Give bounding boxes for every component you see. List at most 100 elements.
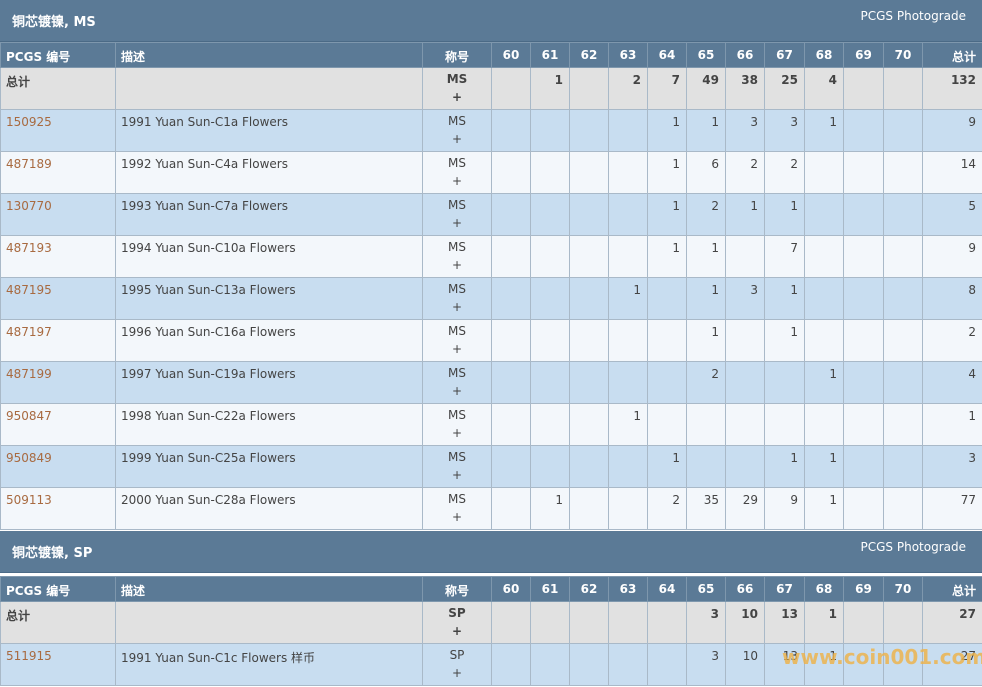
pcgs-number-link[interactable]: 487195 — [6, 283, 52, 297]
plus-grade-text: + — [451, 300, 463, 314]
pcgs-number-link[interactable]: 950849 — [6, 451, 52, 465]
designation-text: MS — [448, 156, 466, 170]
pcgs-number-link[interactable]: 150925 — [6, 115, 52, 129]
designation-text: MS — [446, 72, 468, 86]
grade-count-cell: 6 — [686, 151, 726, 194]
col-header-grade[interactable]: 68 — [804, 42, 844, 68]
row-total-cell: 2 — [922, 319, 982, 362]
col-header-pcgs-no[interactable]: PCGS 编号 — [0, 42, 116, 68]
grade-count-cell — [491, 277, 531, 320]
col-header-grade[interactable]: 65 — [686, 42, 726, 68]
pcgs-number-link[interactable]: 487189 — [6, 157, 52, 171]
grade-count-cell: 1 — [804, 109, 844, 152]
photograde-link[interactable]: PCGS Photograde — [860, 9, 966, 23]
col-header-grade[interactable]: 69 — [843, 42, 884, 68]
col-header-designation[interactable]: 称号 — [422, 576, 492, 602]
col-header-grade[interactable]: 68 — [804, 576, 844, 602]
grade-count-cell — [530, 643, 570, 686]
description-cell — [115, 67, 423, 110]
col-header-grade[interactable]: 60 — [491, 42, 531, 68]
section-header-ms: 铜芯镀镍, MS PCGS Photograde — [0, 0, 982, 42]
col-header-grade[interactable]: 64 — [647, 42, 687, 68]
description-cell: 1996 Yuan Sun-C16a Flowers — [115, 319, 423, 362]
table-row: 487189 1992 Yuan Sun-C4a Flowers MS +1 6 2 2 14 — [0, 151, 982, 194]
col-header-grade[interactable]: 63 — [608, 576, 648, 602]
grade-count-cell: 1 — [804, 361, 844, 404]
col-header-grade[interactable]: 60 — [491, 576, 531, 602]
col-header-total[interactable]: 总计 — [922, 576, 982, 602]
pcgs-number-link[interactable]: 487197 — [6, 325, 52, 339]
grade-count-cell — [491, 67, 531, 110]
grade-count-cell — [569, 487, 609, 530]
grade-count-cell — [647, 277, 687, 320]
plus-grade-text: + — [451, 258, 463, 272]
grade-count-cell — [843, 487, 884, 530]
plus-grade-text: + — [451, 342, 463, 356]
col-header-description[interactable]: 描述 — [115, 42, 423, 68]
grade-count-cell: 1 — [764, 277, 805, 320]
grade-count-cell: 1 — [647, 193, 687, 236]
grade-count-cell: 10 — [725, 601, 765, 644]
grade-count-cell — [843, 361, 884, 404]
col-header-grade[interactable]: 62 — [569, 576, 609, 602]
col-header-grade[interactable]: 67 — [764, 576, 805, 602]
pcgs-number-link[interactable]: 509113 — [6, 493, 52, 507]
designation-cell: MS + — [422, 487, 492, 530]
table-row: 487197 1996 Yuan Sun-C16a Flowers MS +1 1 2 — [0, 319, 982, 362]
grade-count-cell — [608, 151, 648, 194]
pcgs-number-link[interactable]: 130770 — [6, 199, 52, 213]
col-header-grade[interactable]: 70 — [883, 576, 923, 602]
table-row: 487193 1994 Yuan Sun-C10a Flowers MS +1 1 7 9 — [0, 235, 982, 278]
grade-count-cell — [764, 403, 805, 446]
grade-count-cell — [569, 277, 609, 320]
pcgs-number-link[interactable]: 511915 — [6, 649, 52, 663]
table-row: 487199 1997 Yuan Sun-C19a Flowers MS +2 1 4 — [0, 361, 982, 404]
col-header-grade[interactable]: 65 — [686, 576, 726, 602]
grade-count-cell — [569, 235, 609, 278]
pcgs-number-cell: 487195 — [0, 277, 116, 320]
plus-grade-text: + — [451, 216, 463, 230]
col-header-total[interactable]: 总计 — [922, 42, 982, 68]
pcgs-number-link[interactable]: 950847 — [6, 409, 52, 423]
row-total-cell: 27 — [922, 601, 982, 644]
col-header-pcgs-no[interactable]: PCGS 编号 — [0, 576, 116, 602]
col-header-description[interactable]: 描述 — [115, 576, 423, 602]
row-total-cell: 9 — [922, 109, 982, 152]
photograde-link[interactable]: PCGS Photograde — [860, 540, 966, 554]
col-header-grade[interactable]: 67 — [764, 42, 805, 68]
grade-count-cell: 3 — [686, 643, 726, 686]
pcgs-number-cell: 487197 — [0, 319, 116, 362]
col-header-grade[interactable]: 70 — [883, 42, 923, 68]
grade-count-cell — [647, 403, 687, 446]
grade-count-cell: 2 — [647, 487, 687, 530]
pcgs-number-link[interactable]: 487193 — [6, 241, 52, 255]
population-table-sp: PCGS 编号 描述 称号 60 61 62 63 64 65 66 67 68 69 70 总计 总计 SP +… — [0, 576, 982, 686]
designation-cell: MS + — [422, 361, 492, 404]
col-header-grade[interactable]: 61 — [530, 42, 570, 68]
grade-count-cell: 25 — [764, 67, 805, 110]
col-header-grade[interactable]: 66 — [725, 42, 765, 68]
pcgs-number-cell: 511915 — [0, 643, 116, 686]
designation-cell: MS + — [422, 319, 492, 362]
col-header-grade[interactable]: 62 — [569, 42, 609, 68]
grade-count-cell — [883, 643, 923, 686]
grade-count-cell — [883, 193, 923, 236]
designation-text: MS — [448, 240, 466, 254]
plus-grade-text: + — [451, 510, 463, 524]
grade-count-cell — [647, 319, 687, 362]
col-header-grade[interactable]: 69 — [843, 576, 884, 602]
grade-count-cell: 1 — [647, 109, 687, 152]
row-total-cell: 77 — [922, 487, 982, 530]
col-header-designation[interactable]: 称号 — [422, 42, 492, 68]
col-header-grade[interactable]: 66 — [725, 576, 765, 602]
pcgs-number-link[interactable]: 487199 — [6, 367, 52, 381]
grade-count-cell — [725, 235, 765, 278]
grade-count-cell: 1 — [804, 601, 844, 644]
col-header-grade[interactable]: 61 — [530, 576, 570, 602]
grade-count-cell — [530, 235, 570, 278]
col-header-grade[interactable]: 64 — [647, 576, 687, 602]
col-header-grade[interactable]: 63 — [608, 42, 648, 68]
grade-count-cell — [569, 445, 609, 488]
grade-count-cell — [686, 445, 726, 488]
grade-count-cell — [491, 403, 531, 446]
